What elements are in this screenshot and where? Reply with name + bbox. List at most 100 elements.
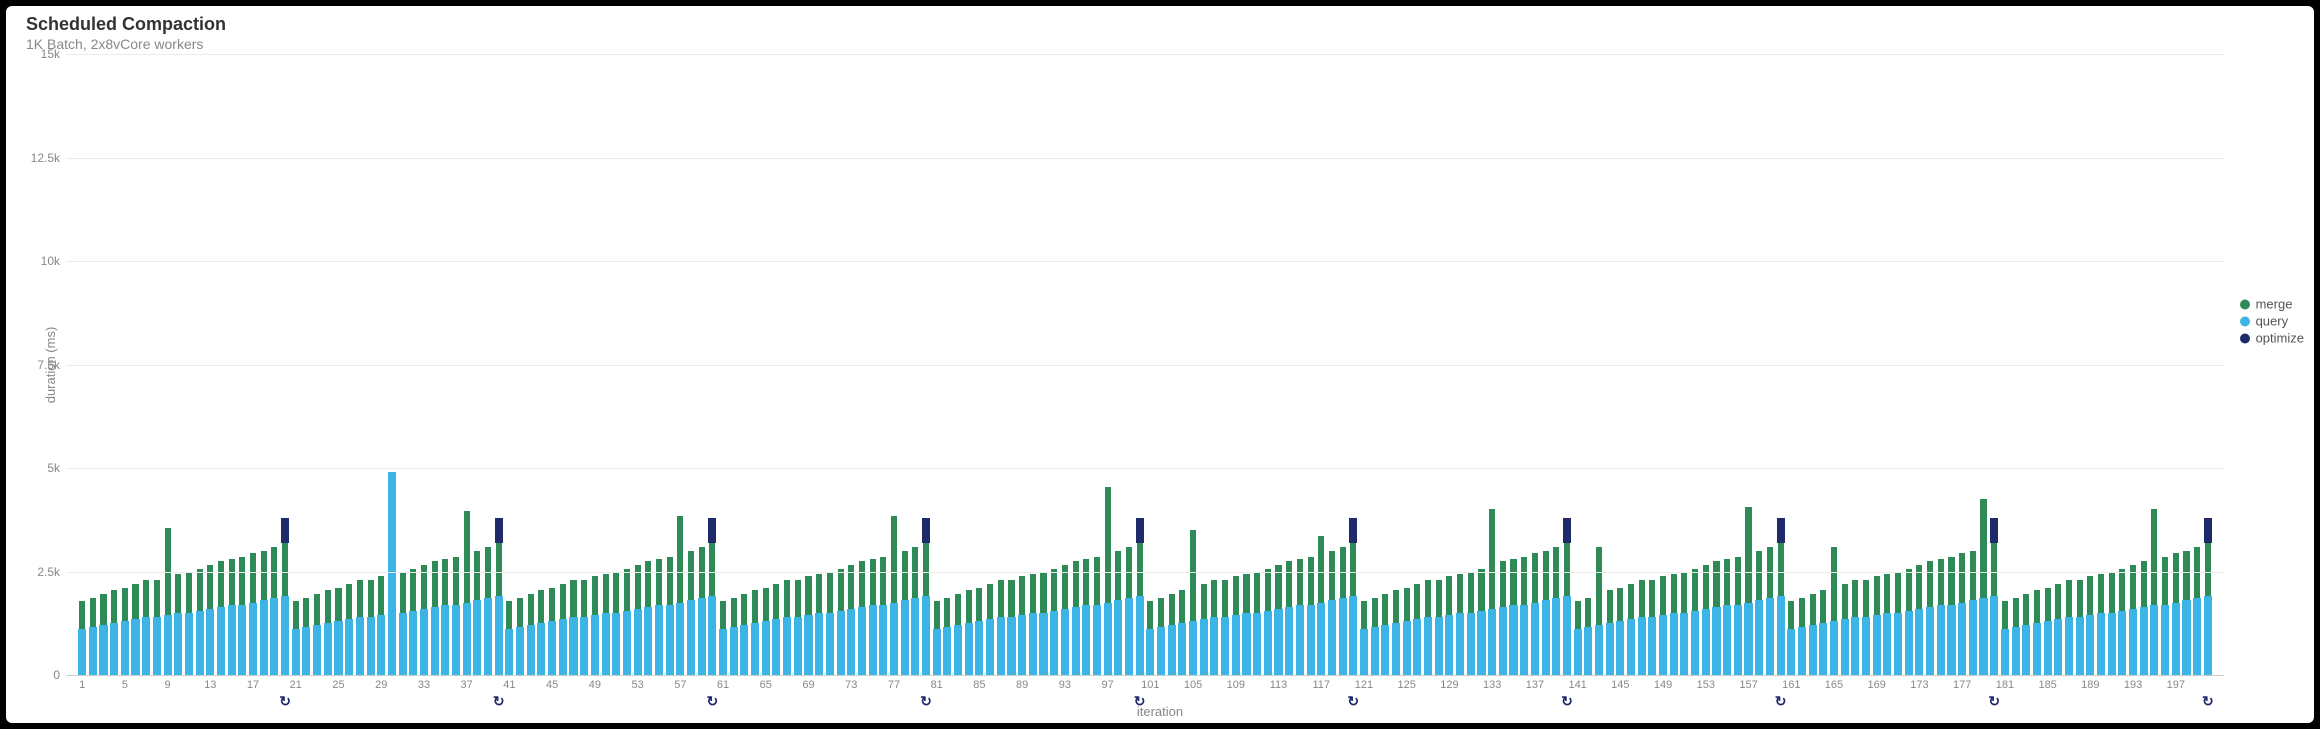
bar-segment-query — [1050, 611, 1058, 675]
bar-segment-query — [1253, 613, 1261, 675]
bar-segment-query — [1477, 611, 1485, 675]
bar-segment-query — [249, 603, 257, 675]
bar-segment-query — [1958, 603, 1966, 675]
y-tick-label: 12.5k — [31, 151, 60, 165]
bar-segment-query — [1979, 598, 1987, 675]
bar-segment-merge — [2109, 572, 2115, 613]
x-tick-label: 101 — [1141, 679, 1159, 691]
bar-segment-query — [1616, 621, 1624, 675]
bar-segment-merge — [1948, 557, 1954, 605]
bar-segment-query — [1691, 611, 1699, 675]
bar-segment-merge — [784, 580, 790, 617]
bar-segment-query — [164, 615, 172, 675]
bar-segment-optimize — [1990, 518, 1998, 543]
x-tick-label: 17 — [247, 679, 259, 691]
bar-segment-query — [356, 617, 364, 675]
bar-segment-merge — [1991, 543, 1997, 597]
bar-segment-merge — [976, 588, 982, 621]
bar-segment-merge — [2045, 588, 2051, 621]
bar-segment-query — [1659, 615, 1667, 675]
bar-segment-merge — [1179, 590, 1185, 623]
bar-segment-merge — [1051, 569, 1057, 610]
gridline — [66, 572, 2224, 573]
bar-segment-merge — [229, 559, 235, 605]
bar-segment-query — [452, 605, 460, 675]
bar-segment-merge — [132, 584, 138, 619]
bar-segment-merge — [410, 569, 416, 610]
bar-segment-merge — [1532, 553, 1538, 603]
bar-segment-merge — [293, 601, 299, 630]
bar-segment-merge — [1137, 543, 1143, 597]
bar-segment-query — [2161, 605, 2169, 675]
bar-segment-merge — [442, 559, 448, 605]
bar-segment-query — [1830, 621, 1838, 675]
bar-segment-query — [612, 613, 620, 675]
bar-segment-merge — [795, 580, 801, 617]
x-tick-label: 9 — [165, 679, 171, 691]
bar-segment-query — [2193, 598, 2201, 675]
bar-segment-query — [1787, 629, 1795, 675]
bar-segment-query — [655, 605, 663, 675]
gridline — [66, 54, 2224, 55]
bar-segment-query — [302, 627, 310, 675]
bar-segment-merge — [1639, 580, 1645, 617]
bar-segment-merge — [1350, 543, 1356, 597]
bar-segment-merge — [2002, 601, 2008, 630]
bar-segment-merge — [186, 572, 192, 613]
bar-segment-query — [228, 605, 236, 675]
bar-segment-query — [922, 596, 930, 675]
bar-segment-merge — [1372, 598, 1378, 627]
bar-segment-merge — [1724, 559, 1730, 605]
bar-segment-merge — [1607, 590, 1613, 623]
bar-segment-merge — [838, 569, 844, 610]
bar-segment-query — [879, 605, 887, 675]
x-tick-label: 21 — [290, 679, 302, 691]
bar-segment-merge — [549, 588, 555, 621]
bar-segment-query — [238, 605, 246, 675]
bar-segment-query — [121, 621, 129, 675]
x-tick-label: 57 — [674, 679, 686, 691]
bar-segment-merge — [1414, 584, 1420, 619]
bar-segment-merge — [2151, 509, 2157, 604]
bar-segment-merge — [1628, 584, 1634, 619]
bar-segment-query — [1680, 613, 1688, 675]
bar-segment-merge — [699, 547, 705, 599]
bar-segment-query — [1371, 627, 1379, 675]
bar-segment-query — [1670, 613, 1678, 675]
bar-segment-query — [377, 615, 385, 675]
bar-segment-merge — [1478, 569, 1484, 610]
legend-swatch — [2240, 299, 2250, 309]
bar-segment-query — [794, 617, 802, 675]
x-tick-label: 81 — [931, 679, 943, 691]
bar-segment-query — [174, 613, 182, 675]
bar-segment-merge — [645, 561, 651, 607]
bar-segment-query — [804, 615, 812, 675]
bar-segment-query — [2129, 609, 2137, 675]
bar-segment-merge — [2194, 547, 2200, 599]
bar-segment-merge — [1970, 551, 1976, 601]
x-tick-label: 97 — [1101, 679, 1113, 691]
bar-segment-merge — [282, 543, 288, 597]
bar-segment-optimize — [1777, 518, 1785, 543]
bar-segment-merge — [100, 594, 106, 625]
gridline — [66, 158, 2224, 159]
x-tick-label: 77 — [888, 679, 900, 691]
bar-segment-merge — [2173, 553, 2179, 603]
bar-segment-merge — [1201, 584, 1207, 619]
bar-segment-query — [548, 621, 556, 675]
bar-segment-merge — [1297, 559, 1303, 605]
bar-segment-query — [1990, 596, 1998, 675]
x-tick-label: 105 — [1184, 679, 1202, 691]
bar-segment-query — [1915, 609, 1923, 675]
bar-segment-query — [345, 619, 353, 675]
legend-item: merge — [2240, 297, 2304, 312]
bar-segment-query — [1648, 617, 1656, 675]
bar-segment-query — [847, 609, 855, 675]
bar-segment-merge — [1243, 574, 1249, 613]
bar-segment-merge — [1286, 561, 1292, 607]
bar-segment-merge — [496, 543, 502, 597]
bar-segment-merge — [2087, 576, 2093, 615]
cycle-repeat-icon: ↻ — [1134, 693, 1146, 710]
x-tick-label: 37 — [461, 679, 473, 691]
bar-segment-optimize — [922, 518, 930, 543]
